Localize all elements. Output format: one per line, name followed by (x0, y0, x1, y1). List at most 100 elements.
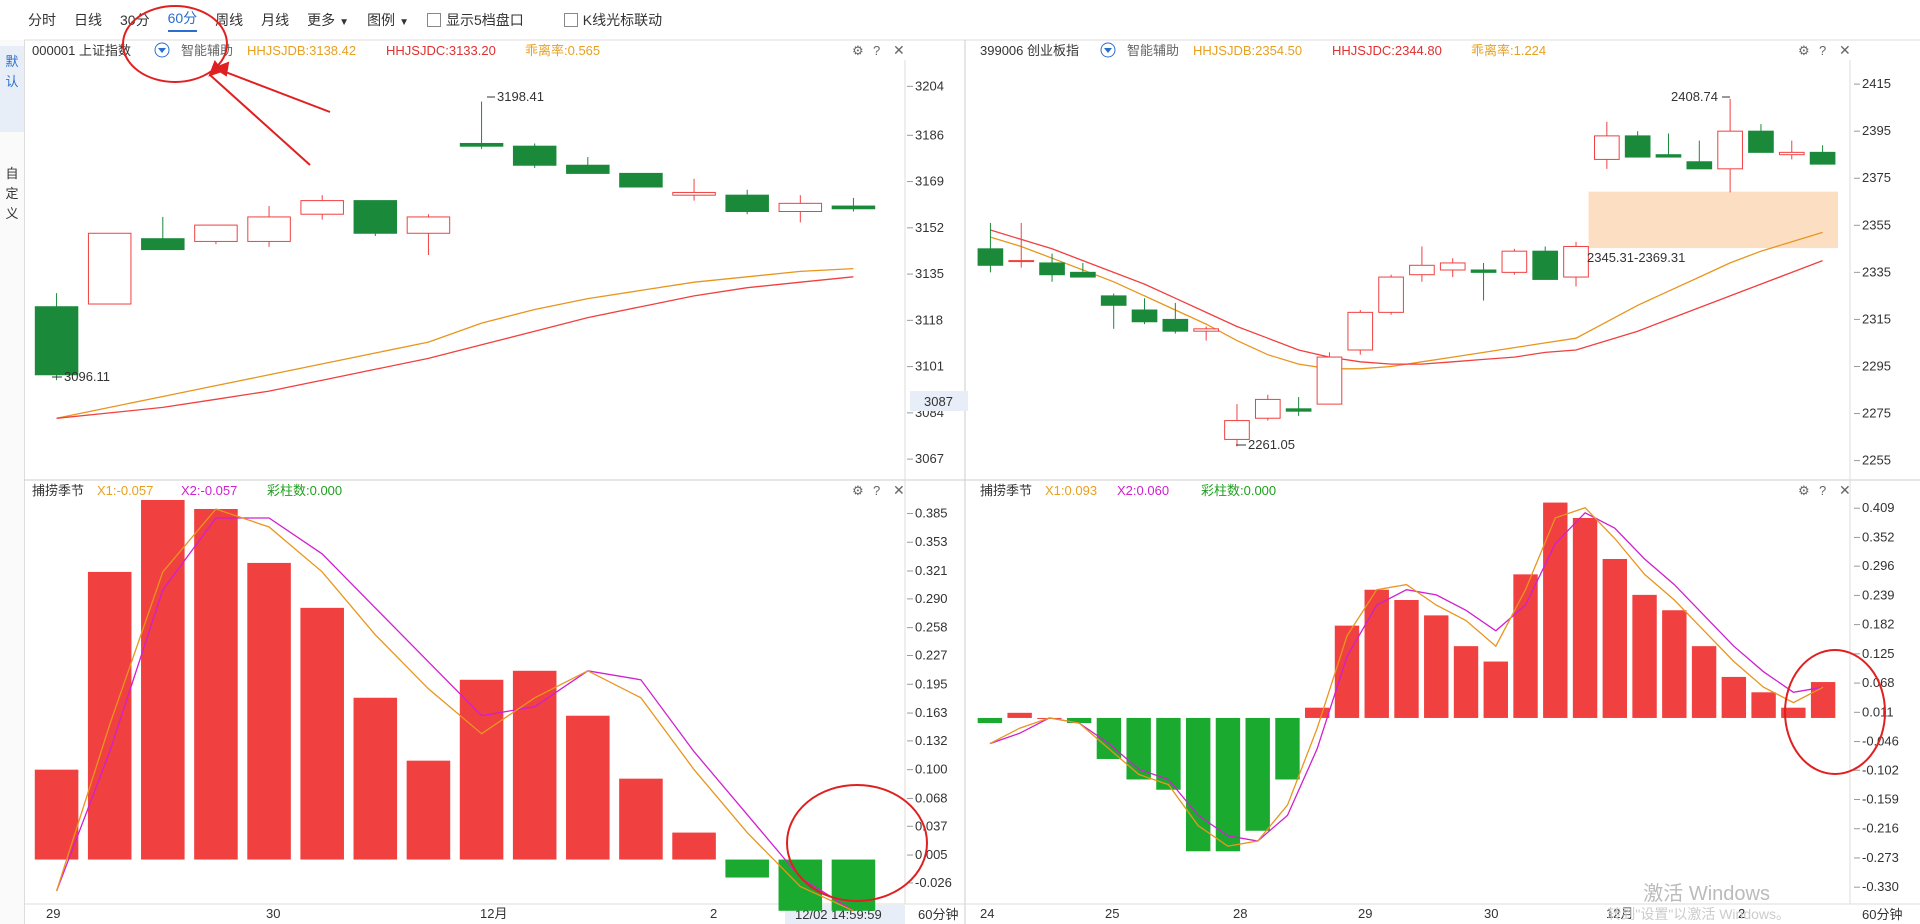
y-tick-label: 0.068 (915, 790, 948, 805)
annotation-circle (122, 5, 228, 83)
checkbox-icon[interactable] (563, 13, 578, 27)
settings-icon[interactable]: ⚙ (1798, 483, 1810, 498)
histogram-bar (141, 500, 185, 860)
period-tab-weekly[interactable]: 周线 (215, 12, 244, 28)
histogram-bar (566, 715, 610, 860)
side-tab-custom[interactable]: 自 定 义 (0, 164, 24, 224)
zone-range-label: 2345.31-2369.31 (1587, 250, 1685, 265)
y-tick-label: 0.321 (915, 563, 948, 578)
candle-body (1532, 250, 1559, 280)
close-icon[interactable]: ✕ (893, 482, 905, 498)
cursor-price-label: 3087 (924, 394, 953, 409)
indicator-bias: 乖离率:0.565 (525, 43, 600, 58)
candle-body (87, 232, 132, 305)
index-dropdown[interactable] (154, 42, 170, 58)
close-icon[interactable]: ✕ (893, 42, 905, 58)
help-icon[interactable]: ? (873, 483, 880, 498)
candle-body (1717, 130, 1743, 170)
sub-indicator-title: 捕捞季节 (980, 483, 1032, 498)
date-tick: 2 (1738, 906, 1745, 921)
y-tick-label: -0.330 (1862, 879, 1899, 894)
assist-label[interactable]: 智能辅助 (181, 43, 233, 58)
histogram-bar (1185, 717, 1211, 852)
y-tick-label: 3186 (915, 127, 944, 142)
checkbox-icon[interactable] (426, 13, 441, 27)
x2-line (55, 517, 854, 912)
settings-icon[interactable]: ⚙ (852, 483, 864, 498)
y-tick-label: 2275 (1862, 406, 1891, 421)
candle-body (300, 200, 344, 215)
period-label: 60分钟 (1862, 907, 1902, 922)
help-icon[interactable]: ? (1819, 43, 1826, 58)
candle-body (725, 194, 769, 212)
legend-label: 图例 (367, 12, 396, 28)
y-tick-label: 2255 (1862, 453, 1891, 468)
histogram-bar (1305, 707, 1330, 718)
candle-body (1624, 135, 1651, 158)
date-tick: 2 (710, 906, 717, 921)
show-5-level-checkbox[interactable]: 显示5档盘口 (426, 10, 524, 30)
histogram-bar (300, 607, 344, 860)
candle-body (1809, 151, 1836, 165)
histogram-bar (1572, 517, 1598, 718)
panel-controls: ⚙ ? ✕ (1798, 482, 1851, 498)
price-zone-band (1588, 191, 1838, 249)
candle-body (1378, 276, 1404, 313)
high-price-label: 2408.74 (1671, 89, 1718, 104)
histogram-bar (1662, 610, 1687, 718)
candle-body (977, 248, 1004, 266)
candle-body (1409, 264, 1435, 276)
candle-body (1193, 328, 1219, 332)
y-tick-label: 3118 (915, 312, 943, 327)
more-dropdown[interactable]: 更多 ▼ (307, 10, 349, 30)
date-axis-right: 24 25 28 29 30 12月 2 60分钟 (980, 906, 1902, 922)
legend-dropdown[interactable]: 图例 ▼ (367, 10, 409, 30)
help-icon[interactable]: ? (873, 43, 880, 58)
y-tick-label: -0.046 (1862, 734, 1899, 749)
index-dropdown[interactable] (1100, 42, 1116, 58)
y-tick-label: 0.037 (915, 818, 948, 833)
y-tick-label: 2335 (1862, 264, 1891, 279)
assist-label[interactable]: 智能辅助 (1127, 43, 1179, 58)
indicator-hhjsjdc: HHJSJDC:2344.80 (1332, 43, 1442, 58)
close-icon[interactable]: ✕ (1839, 482, 1851, 498)
x2-line (989, 512, 1824, 842)
period-tab-realtime[interactable]: 分时 (28, 12, 56, 28)
histogram-bar (1483, 661, 1508, 718)
date-tick: 30 (1484, 906, 1498, 921)
histogram-bar (1066, 717, 1092, 724)
date-tick: 30 (266, 906, 280, 921)
settings-icon[interactable]: ⚙ (852, 43, 864, 58)
candle-body (1439, 262, 1466, 271)
histogram-bar (725, 859, 769, 878)
settings-icon[interactable]: ⚙ (1798, 43, 1810, 58)
panel-dividers (24, 39, 1920, 924)
y-tick-label: 0.011 (1862, 704, 1894, 719)
period-tab-daily[interactable]: 日线 (74, 12, 102, 28)
annotation-circle (786, 784, 928, 902)
y-tick-label: 2395 (1862, 123, 1891, 138)
period-tab-60min[interactable]: 60分 (167, 8, 198, 32)
period-toolbar: 分时 日线 30分 60分 周线 月线 更多 ▼ 图例 ▼ 显示5档盘口 K线光标联… (0, 0, 1920, 40)
candle-body (406, 216, 451, 234)
candle-body (353, 200, 398, 234)
histogram-bar (1394, 600, 1419, 718)
histogram-bar (831, 859, 876, 911)
annotations (122, 5, 1886, 902)
ma-line-orange (56, 267, 854, 419)
low-price-label: 3096.11 (64, 369, 110, 384)
close-icon[interactable]: ✕ (1839, 42, 1851, 58)
help-icon[interactable]: ? (1819, 483, 1826, 498)
candle-body (1470, 269, 1497, 273)
candle-body (1748, 130, 1774, 153)
cursor-link-checkbox[interactable]: K线光标联动 (563, 10, 662, 30)
panel-controls: ⚙ ? ✕ (852, 482, 905, 498)
annotation-circle (1784, 649, 1886, 775)
date-tick: 12月 (480, 906, 507, 921)
period-tab-monthly[interactable]: 月线 (261, 12, 290, 28)
candle-body (141, 238, 185, 251)
annotation-arrow (209, 67, 331, 166)
side-tab-default[interactable]: 默 认 (0, 46, 24, 132)
histogram-bar (1215, 717, 1241, 852)
